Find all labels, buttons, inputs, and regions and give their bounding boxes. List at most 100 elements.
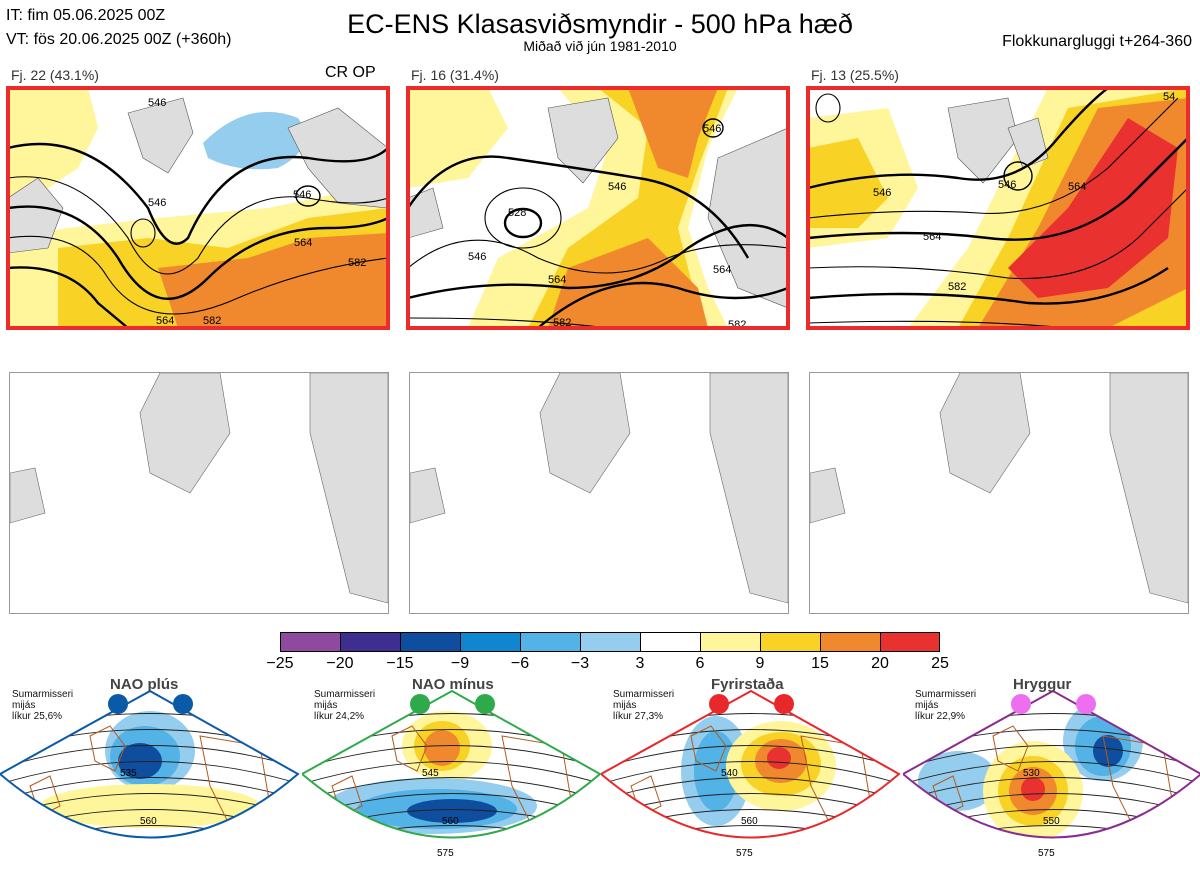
regime-contour-label: 545 — [422, 768, 439, 779]
base-map-3 — [809, 372, 1189, 614]
colorbar-cell — [760, 632, 820, 652]
contour-label: 546 — [468, 251, 486, 263]
regime-contour-label: 530 — [1023, 768, 1040, 779]
height-contour — [0, 745, 298, 769]
regime-map: 535 560 — [0, 689, 300, 839]
regime-contour-label: 575 — [736, 848, 753, 859]
contour-label: 564 — [156, 315, 174, 327]
height-contour — [601, 745, 899, 769]
colorbar-tick-label: 15 — [811, 655, 829, 672]
colorbar-tick-label: −25 — [266, 655, 294, 672]
regime-info: Sumarmisseri mijás líkur 27,3% — [613, 689, 674, 722]
regime-shown: mijás — [12, 700, 36, 711]
contour-label: 546 — [148, 197, 166, 209]
regime-shown: mijás — [613, 700, 637, 711]
colorbar-cell — [640, 632, 700, 652]
regime-likelihood: líkur 24,2% — [314, 711, 365, 722]
height-contour — [903, 761, 1200, 785]
regime-contour-label: 550 — [1043, 816, 1060, 827]
colorbar-cell — [340, 632, 400, 652]
cluster-panel-2[interactable]: 528 546 546 546 564 564 582 582 — [406, 86, 790, 330]
colorbar-tick-label: 9 — [755, 655, 765, 672]
anomaly-blob — [407, 799, 497, 823]
regime-border — [599, 689, 901, 839]
anomaly-blob — [424, 730, 460, 766]
colorbar-tick-label: −20 — [326, 655, 354, 672]
regime-map: 540 560 575 — [599, 689, 901, 859]
regime-panel: 540 560 575 Fyrirstaða Sumarmisseri mijás líku… — [599, 676, 901, 871]
regime-marker-dot — [1011, 694, 1031, 714]
regime-info: Sumarmisseri mijás líkur 25,6% — [12, 689, 73, 722]
regime-contour-label: 575 — [437, 848, 454, 859]
colorbar-cell — [700, 632, 760, 652]
contour-label: 582 — [948, 281, 966, 293]
initial-time: IT: fim 05.06.2025 00Z — [6, 7, 166, 24]
height-contour — [0, 761, 298, 785]
regime-shown: mijás — [915, 700, 939, 711]
regime-name: Hryggur — [1013, 676, 1072, 693]
colorbar-tick-label: −15 — [386, 655, 414, 672]
regime-border — [0, 689, 300, 839]
contour-label: 564 — [1068, 181, 1086, 193]
colorbar-tick-label: 25 — [931, 655, 949, 672]
cluster-panel-3[interactable]: 546 546 564 564 582 54 — [806, 86, 1190, 330]
height-contour — [302, 761, 600, 785]
colorbar-tick-label: 3 — [635, 655, 645, 672]
contour-label: 546 — [873, 187, 891, 199]
regime-panel: 535 560 NAO plús Sumarmisseri mijás líkur 25,… — [0, 676, 300, 871]
anomaly-blob — [1021, 777, 1045, 801]
regime-panel: 530 550 575 Hryggur Sumarmisseri mijás líkur 2… — [901, 676, 1200, 871]
regime-info: Sumarmisseri mijás líkur 24,2% — [314, 689, 375, 722]
regime-marker-dot — [173, 694, 193, 714]
colorbar-cell — [460, 632, 520, 652]
anomaly-blob — [767, 747, 791, 769]
regime-border — [300, 689, 602, 839]
regime-marker-dot — [709, 694, 729, 714]
height-contour — [302, 825, 600, 838]
anomaly-blob — [118, 743, 162, 779]
contour-label: 582 — [553, 317, 571, 328]
contour-label: 582 — [203, 315, 221, 327]
regime-panel: 545 560 575 NAO mínus Sumarmisseri mijás líkur… — [300, 676, 602, 871]
contour-label: 54 — [1163, 91, 1175, 103]
regime-marker-dot — [774, 694, 794, 714]
colorbar-cell — [520, 632, 580, 652]
contour-label: 546 — [998, 179, 1016, 191]
colorbar-tick-label: 6 — [695, 655, 705, 672]
regime-contour-label: 540 — [721, 768, 738, 779]
cluster-map-2: 528 546 546 546 564 564 582 582 — [408, 88, 788, 328]
contour-label: 528 — [508, 207, 526, 219]
regime-marker-dot — [108, 694, 128, 714]
contour-label: 582 — [728, 319, 746, 328]
height-contour — [601, 761, 899, 785]
classification-window: Flokkunargluggi t+264-360 — [1002, 33, 1192, 50]
colorbar-cell — [820, 632, 880, 652]
anomaly-blob — [918, 751, 998, 811]
regime-season: Sumarmisseri — [613, 689, 675, 700]
height-contour — [302, 777, 600, 801]
regime-marker-dot — [1076, 694, 1096, 714]
height-contour — [601, 777, 899, 801]
regime-contour-label: 560 — [140, 816, 157, 827]
panel-1-label: Fj. 22 (43.1%) — [11, 67, 99, 83]
regime-likelihood: líkur 25,6% — [12, 711, 63, 722]
contour-label: 564 — [713, 264, 731, 276]
valid-time: VT: fös 20.06.2025 00Z (+360h) — [6, 31, 232, 48]
anomaly-blob — [40, 784, 260, 828]
regime-season: Sumarmisseri — [915, 689, 977, 700]
colorbar-tick-label: −6 — [510, 655, 530, 672]
cluster-map-3: 546 546 564 564 582 54 — [808, 88, 1188, 328]
height-contour — [0, 777, 298, 801]
regime-map: 545 560 575 — [300, 689, 602, 859]
base-map-2 — [409, 372, 789, 614]
cluster-panel-1[interactable]: 546 546 546 564 582 564 582 — [6, 86, 390, 330]
contour-label: 546 — [703, 123, 721, 135]
cluster-map-1: 546 546 546 564 582 564 582 — [8, 88, 388, 328]
chart-subtitle: Miðað við jún 1981-2010 — [523, 38, 677, 54]
height-contour — [0, 825, 298, 838]
colorbar-cell — [880, 632, 940, 652]
height-contour — [903, 825, 1200, 838]
regime-contour-label: 535 — [120, 768, 137, 779]
chart-title: EC-ENS Klasasviðsmyndir - 500 hPa hæð — [347, 9, 853, 39]
regime-name: NAO plús — [110, 676, 179, 693]
